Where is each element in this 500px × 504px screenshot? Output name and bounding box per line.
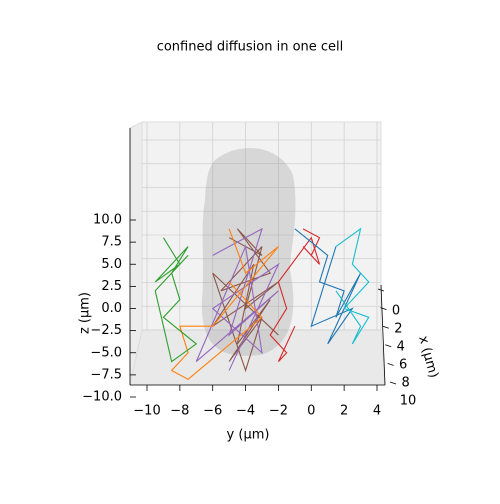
depth-tick: [387, 363, 394, 366]
x-tick-label: 2: [340, 404, 348, 419]
y-tick-label: −5.0: [90, 345, 122, 360]
depth-tick-label: 4: [397, 340, 405, 355]
y-tick-label: 5.0: [101, 257, 122, 272]
depth-tick: [385, 344, 392, 348]
depth-tick: [389, 381, 397, 385]
y-tick-label: 0.0: [101, 301, 122, 316]
chart-title: confined diffusion in one cell: [157, 40, 344, 55]
depth-tick-label: 0: [392, 304, 400, 319]
trajectory: [269, 228, 321, 362]
depth-tick-label: 6: [399, 358, 407, 373]
x-tick-label: 0: [307, 404, 315, 419]
trajectories: [154, 227, 370, 380]
trajectory: [154, 237, 198, 363]
trajectory: [294, 228, 362, 345]
trajectory: [170, 228, 279, 380]
depth-axis-label: x (µm): [415, 334, 441, 379]
depth-tick: [382, 325, 389, 329]
depth-tick: [380, 307, 387, 310]
depth-axis-line: [380, 284, 386, 386]
cell-body: [201, 148, 296, 356]
x-tick-label: −2: [269, 404, 288, 419]
y-tick-label: −7.5: [90, 367, 122, 382]
y-tick-label: −2.5: [90, 323, 122, 338]
depth-tick-label: 10: [400, 394, 417, 409]
y-tick-label: 2.5: [101, 279, 122, 294]
x-tick-label: −8: [170, 404, 189, 419]
depth-tick-label: 2: [394, 322, 402, 337]
y-tick-label: 10.0: [93, 213, 122, 228]
y-tick-label: 7.5: [101, 235, 122, 250]
x-tick-label: −10: [133, 404, 160, 419]
y-axis-label: z (µm): [78, 292, 93, 334]
x-tick-label: −4: [236, 404, 255, 419]
trajectory: [335, 227, 370, 345]
x-tick-label: 4: [373, 404, 381, 419]
depth-tick: [377, 288, 385, 292]
x-axis-label: y (µm): [227, 428, 270, 443]
depth-tick-label: 8: [401, 376, 409, 391]
x-tick-label: −6: [203, 404, 222, 419]
y-tick-label: −10.0: [82, 390, 122, 405]
